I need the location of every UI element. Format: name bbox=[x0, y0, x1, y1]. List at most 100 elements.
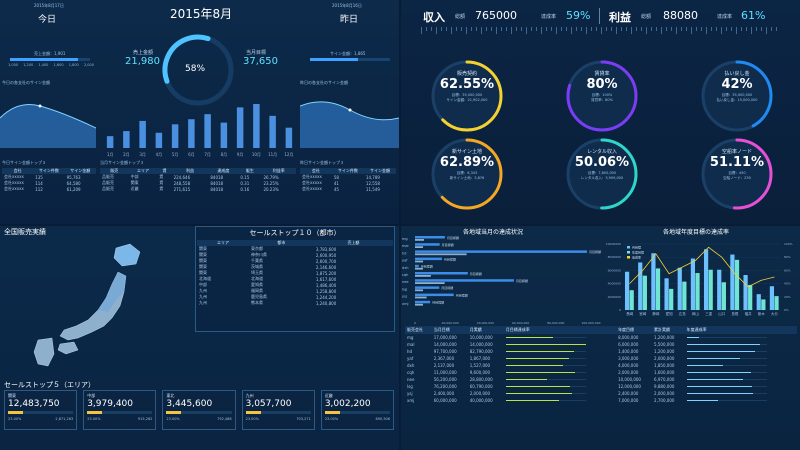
combo-ytick: 4000000 bbox=[608, 282, 621, 286]
left-area-chart bbox=[0, 104, 96, 148]
combo-bar bbox=[624, 271, 630, 310]
kpi-ring-value: 62.55% bbox=[439, 77, 495, 92]
region-cell: yaf bbox=[407, 356, 414, 361]
hbar-category-label: lsg bbox=[402, 287, 407, 291]
combo-bar bbox=[743, 275, 748, 310]
city-row: 関東 千葉県 2,600,700 bbox=[197, 258, 393, 264]
kpi-ring-label: 新サイン土地 bbox=[451, 149, 482, 155]
month-tick-label: 2月 bbox=[123, 152, 130, 157]
sales-value: 21,980 bbox=[125, 56, 160, 67]
hbar-bar bbox=[415, 286, 440, 289]
region-cell: 2,000,000 bbox=[618, 370, 639, 375]
table-cell: 東京都 bbox=[250, 246, 263, 251]
combo-bar bbox=[769, 286, 775, 310]
city-row: 北海道 北海道 1,617,600 bbox=[197, 276, 393, 282]
region-rate-track bbox=[505, 378, 586, 381]
regional-hbar-chart: mg 月目標額 mal 月目標額 hd 月目標額 yaf 月目標額 dxh 月目標額 cqh 月目標額… bbox=[402, 235, 601, 325]
region-rate-track bbox=[686, 343, 767, 346]
kpi-ring-graphic bbox=[566, 138, 638, 210]
target-value: 37,650 bbox=[243, 56, 278, 67]
area-card-name: 関東 bbox=[8, 393, 16, 398]
table-header-cell: 月目標達成率 bbox=[505, 327, 530, 332]
table-header-cell: 年度達成率 bbox=[686, 327, 707, 332]
table-row: 品販売 関東 賃 248,558 84018 0.31 23.25% bbox=[100, 180, 296, 186]
month-bar bbox=[171, 124, 179, 148]
month-tick-label: 11月 bbox=[268, 152, 277, 157]
city-top10-table: エリア 都市 売上額 関東 東京都 3,783,600 関東 神奈川県 2,600,950 関東千… bbox=[197, 240, 393, 306]
region-rate-fill bbox=[505, 385, 570, 388]
table-cell: 関東 bbox=[199, 252, 207, 257]
hbar-bar-tag: 月目標額 bbox=[447, 235, 459, 240]
table-cell: 95,763 bbox=[66, 174, 81, 180]
table-cell: 2,600,950 bbox=[315, 252, 337, 258]
today-title: 今日 bbox=[38, 15, 57, 25]
kpi-ring-label: 賃貸率 bbox=[594, 71, 610, 77]
kpi-ring-value: 51.11% bbox=[709, 155, 765, 170]
region-cell: 17,000,000 bbox=[433, 335, 457, 340]
area-card-value: 12,483,750 bbox=[8, 399, 60, 409]
strip-tick bbox=[586, 27, 587, 34]
region-rate-cell bbox=[685, 341, 797, 348]
region-cell: xmj bbox=[407, 398, 415, 403]
left-progress-label: 売上金額：1,901 bbox=[34, 51, 66, 56]
gauge-arc bbox=[162, 34, 234, 106]
left-area-point bbox=[38, 104, 42, 108]
table-cell: 58 bbox=[333, 174, 339, 180]
kpi-ring-label: 払い戻し金 bbox=[724, 71, 750, 77]
kpi-ring-text: 新サイン土地 62.89% 目標：6,343 新サイン土地：3,876 bbox=[429, 148, 505, 181]
strip-tick bbox=[576, 27, 577, 31]
region-rate-track bbox=[505, 399, 586, 402]
table-row: 会社xxxxx 135 95,763 bbox=[2, 174, 96, 180]
mid-table-title: 当月サイン金額トップ３ bbox=[100, 160, 144, 165]
hbar-category-label: mg bbox=[402, 237, 408, 241]
combo-bar bbox=[682, 281, 687, 310]
strip-tick bbox=[696, 27, 697, 31]
table-cell: 九州 bbox=[199, 288, 207, 293]
table-cell: 1,244,200 bbox=[315, 294, 337, 300]
strip-tick bbox=[511, 27, 512, 34]
region-cell: 10,000,000 bbox=[618, 377, 641, 382]
hbar-bar bbox=[415, 272, 468, 275]
area-card-target: 703,271 bbox=[296, 417, 311, 421]
kpi-ring-value: 80% bbox=[586, 77, 618, 92]
region-rate-track bbox=[505, 392, 586, 395]
table-cell: 64,580 bbox=[66, 180, 81, 186]
region-rate-track bbox=[686, 350, 767, 353]
region-cell: hd bbox=[407, 349, 413, 354]
progress-tick-label: 1,800 bbox=[68, 63, 79, 67]
income-rate-label: 達成率 bbox=[541, 14, 557, 20]
kpi-ring-value: 42% bbox=[721, 77, 753, 92]
strip-tick bbox=[436, 27, 437, 34]
kpi-ring-sub: 目標：7,800,000 bbox=[587, 171, 617, 175]
combo-legend-swatch bbox=[627, 246, 630, 249]
table-row: 会社xxxxx 41 12,558 bbox=[300, 180, 396, 186]
region-cell: 1,400,000 bbox=[618, 349, 639, 354]
region-cell: 5,500,000 bbox=[654, 342, 675, 347]
strip-tick bbox=[756, 27, 757, 31]
region-cell: cqh bbox=[407, 370, 415, 375]
region-rate-track bbox=[686, 399, 767, 402]
header-tick-strip bbox=[421, 27, 777, 34]
month-bar bbox=[106, 136, 114, 148]
region-cell: 10,000,000 bbox=[469, 335, 493, 340]
right-area-point bbox=[348, 108, 352, 112]
table-header-cell: 月実績 bbox=[469, 327, 482, 332]
region-rate-fill bbox=[505, 357, 569, 360]
kpi-ring-graphic bbox=[701, 138, 773, 210]
region-rate-cell bbox=[685, 369, 797, 376]
month-tick-label: 10月 bbox=[252, 152, 261, 157]
region-cell: 2,000,000 bbox=[654, 356, 675, 361]
month-tick-label: 9月 bbox=[237, 152, 244, 157]
month-bar bbox=[155, 132, 163, 148]
hbar-bar-tag: 月目標額 bbox=[421, 264, 433, 269]
region-rate-cell bbox=[685, 390, 797, 397]
monthly-bar-chart: 1月 2月 3月 4月 5月 6月 7月 8月 9月 10月 11月 12月 bbox=[106, 104, 293, 157]
combo-category-label: 大分 bbox=[771, 311, 778, 316]
table-cell: 14,789 bbox=[365, 174, 380, 180]
table-header-cell: 会社 bbox=[13, 168, 22, 173]
table-cell: 愛知県 bbox=[250, 282, 263, 287]
table-cell: 会社xxxxx bbox=[302, 186, 322, 191]
strip-tick bbox=[671, 27, 672, 31]
region-rate-cell bbox=[504, 348, 616, 355]
kpi-ring-label: 空船率ノード bbox=[721, 149, 752, 155]
